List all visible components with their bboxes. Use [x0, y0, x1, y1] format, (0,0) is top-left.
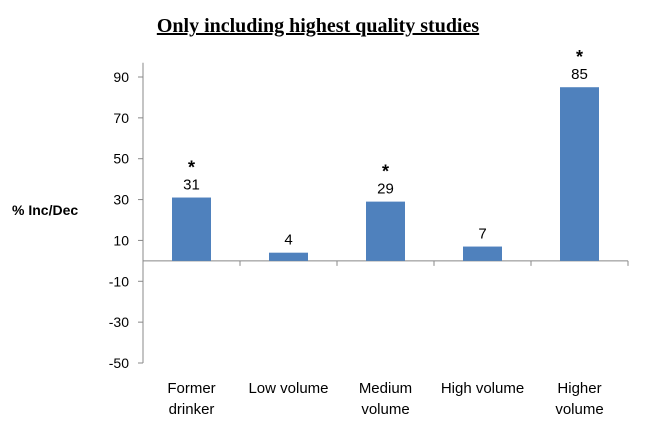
- data-label: 4: [284, 232, 292, 249]
- x-tick-label: volume: [555, 401, 603, 418]
- x-tick-label: High volume: [441, 380, 524, 397]
- bar: [172, 197, 211, 261]
- bar: [560, 87, 599, 261]
- x-tick-label: drinker: [169, 401, 215, 418]
- x-tick-label: Higher: [557, 380, 601, 397]
- data-label: 85: [571, 66, 588, 83]
- significance-star: *: [382, 162, 389, 182]
- y-tick-label: -10: [109, 273, 129, 289]
- y-tick-label: 50: [113, 151, 129, 167]
- y-tick-label: -50: [109, 355, 129, 371]
- y-tick-label: -30: [109, 314, 129, 330]
- y-tick-label: 70: [113, 110, 129, 126]
- significance-star: *: [576, 47, 583, 67]
- y-tick-label: 90: [113, 69, 129, 85]
- bar: [366, 201, 405, 261]
- plot-area: 9070503010-10-30-5031*Formerdrinker4Low …: [109, 47, 629, 418]
- bar: [269, 252, 308, 261]
- x-tick-label: Medium: [359, 380, 412, 397]
- x-tick-label: Former: [167, 380, 215, 397]
- significance-star: *: [188, 158, 195, 178]
- data-label: 31: [183, 177, 200, 194]
- bar: [463, 246, 502, 261]
- data-label: 7: [478, 226, 486, 243]
- y-tick-label: 10: [113, 232, 129, 248]
- y-tick-label: 30: [113, 192, 129, 208]
- x-tick-label: volume: [361, 401, 409, 418]
- data-label: 29: [377, 181, 394, 198]
- y-axis-label: % Inc/Dec: [12, 202, 78, 218]
- x-tick-label: Low volume: [248, 380, 328, 397]
- chart-title: Only including highest quality studies: [157, 15, 480, 37]
